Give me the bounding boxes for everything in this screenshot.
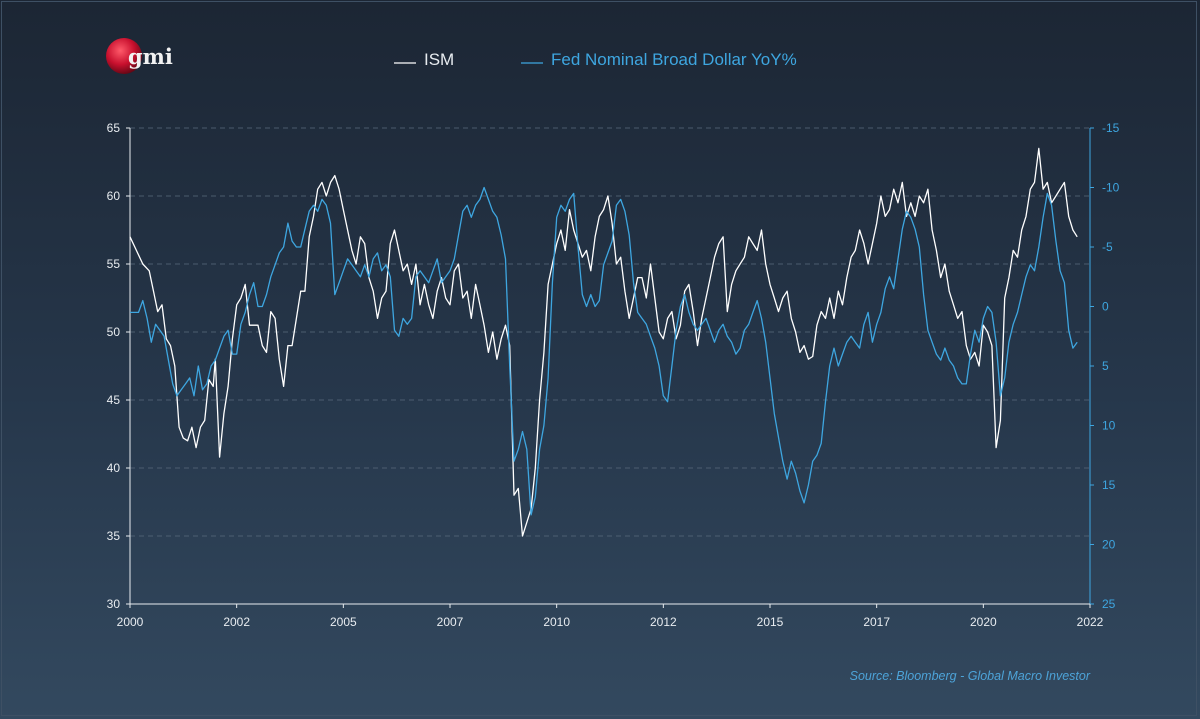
grid (130, 127, 1090, 537)
x-tick-label: 2010 (543, 615, 570, 629)
gmi-logo: gmi (106, 38, 173, 74)
globe-icon (106, 38, 142, 74)
x-tick-label: 2012 (650, 615, 677, 629)
left-tick-label: 50 (107, 325, 121, 339)
right-tick-label: 10 (1102, 419, 1116, 433)
x-tick-label: 2017 (863, 615, 890, 629)
logo-text: gmi (128, 44, 173, 69)
ism-series-line (129, 147, 1078, 537)
right-tick-label: -5 (1102, 240, 1113, 254)
x-tick-label: 2022 (1077, 615, 1104, 629)
right-tick-label: 20 (1102, 538, 1116, 552)
legend: ISM Fed Nominal Broad Dollar YoY% (394, 50, 797, 69)
right-tick-label: -10 (1102, 181, 1120, 195)
left-tick-label: 55 (107, 257, 121, 271)
legend-dollar-label: Fed Nominal Broad Dollar YoY% (551, 50, 797, 69)
x-tick-label: 2002 (223, 615, 250, 629)
right-tick-label: 5 (1102, 359, 1109, 373)
right-tick-label: -15 (1102, 121, 1120, 135)
right-tick-label: 15 (1102, 478, 1116, 492)
left-tick-label: 60 (107, 189, 121, 203)
series (129, 147, 1078, 537)
left-tick-label: 65 (107, 121, 121, 135)
left-tick-label: 45 (107, 393, 121, 407)
dollar-yoy-series-line (130, 186, 1078, 516)
right-tick-label: 25 (1102, 597, 1116, 611)
x-tick-label: 2000 (117, 615, 144, 629)
source-note: Source: Bloomberg - Global Macro Investo… (850, 669, 1091, 683)
left-tick-label: 40 (107, 461, 121, 475)
left-tick-label: 30 (107, 597, 121, 611)
right-tick-label: 0 (1102, 300, 1109, 314)
x-tick-label: 2020 (970, 615, 997, 629)
x-tick-label: 2007 (437, 615, 464, 629)
left-tick-label: 35 (107, 529, 121, 543)
x-tick-label: 2015 (757, 615, 784, 629)
x-tick-label: 2005 (330, 615, 357, 629)
legend-ism-label: ISM (424, 50, 454, 69)
